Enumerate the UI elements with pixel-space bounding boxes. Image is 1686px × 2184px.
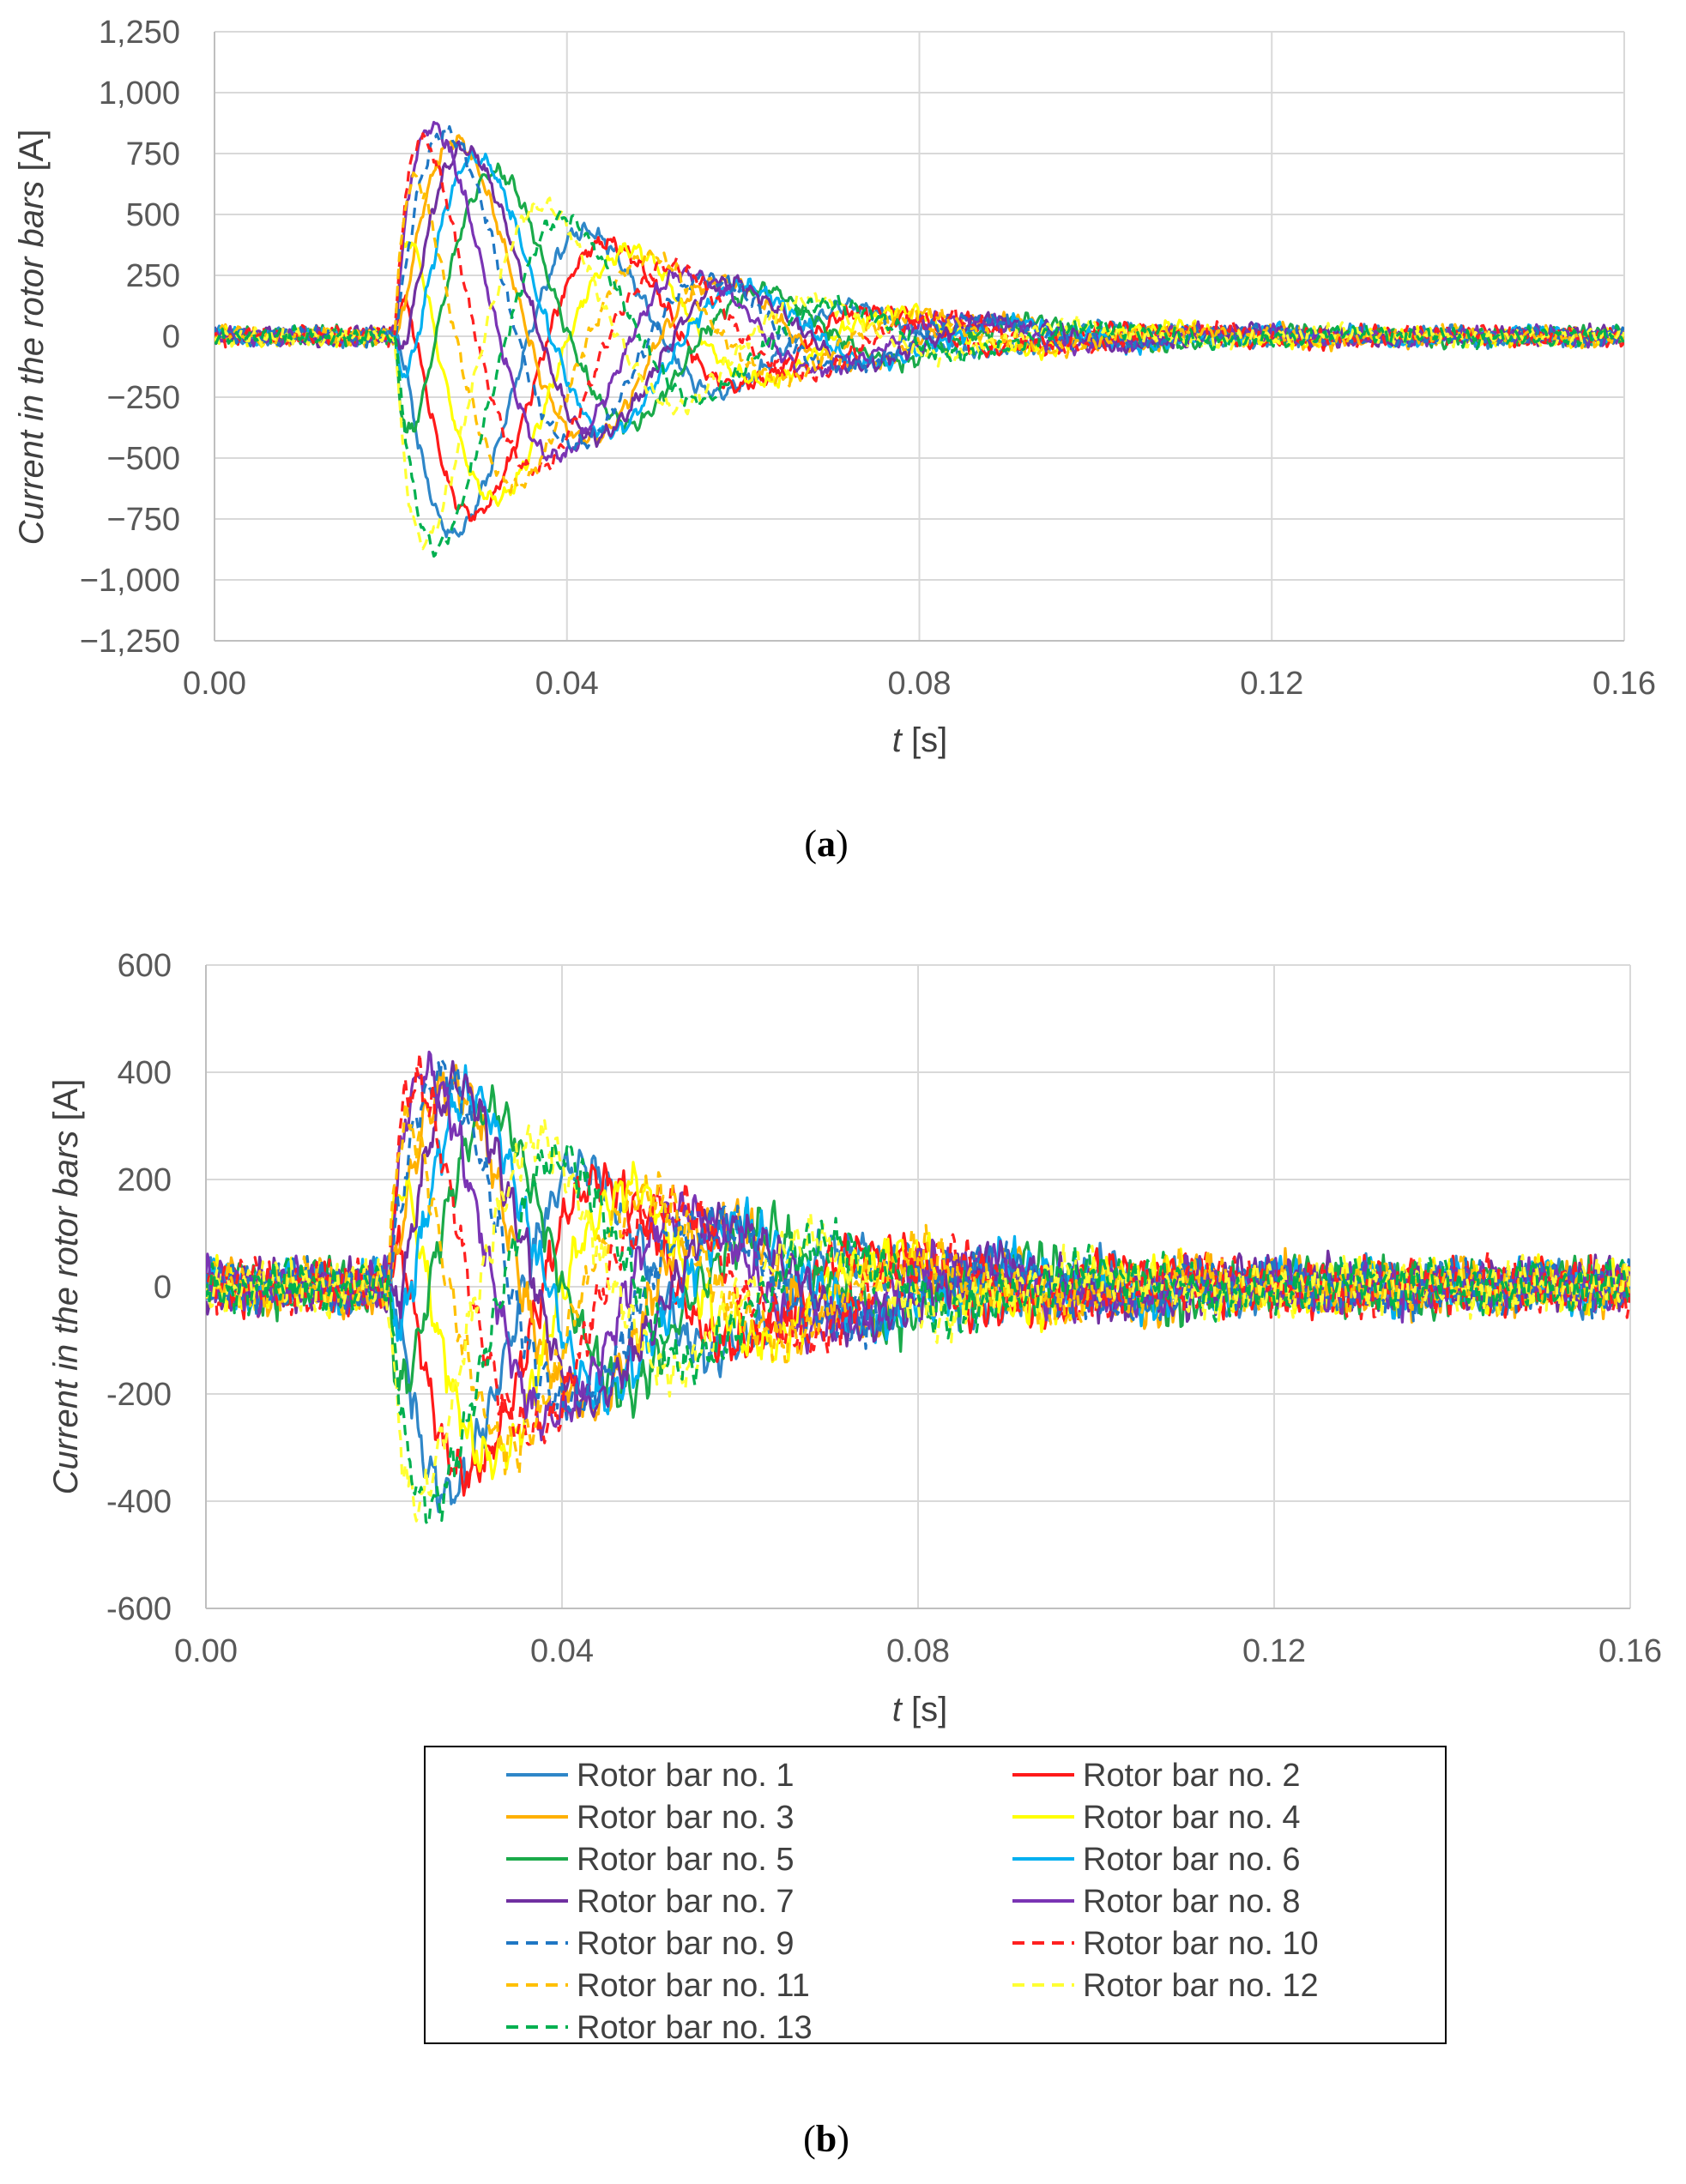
legend-entry-label: Rotor bar no. 11: [577, 1968, 810, 2004]
chart-b-series-line: [206, 1141, 1630, 1526]
legend-box: [424, 1746, 1447, 2044]
legend-entry-label: Rotor bar no. 7: [577, 1884, 794, 1920]
chart-a-y-axis-label: Current in the rotor bars [A]: [13, 130, 51, 546]
chart-a-series: [215, 120, 1624, 558]
chart-a-y-tick-label: 500: [126, 197, 180, 233]
legend-entry-label: Rotor bar no. 2: [1083, 1758, 1300, 1794]
chart-a-y-tick-label: 0: [162, 319, 180, 355]
legend-entry-label: Rotor bar no. 12: [1083, 1968, 1319, 2004]
chart-a-y-tick-label: 1,000: [99, 75, 180, 112]
chart-b-y-tick-label: -200: [106, 1377, 172, 1413]
chart-a-y-tick-label: 750: [126, 136, 180, 172]
chart-b-y-tick-labels: 600 400 200 0 -200 -400 -600: [106, 948, 172, 1627]
chart-b-y-tick-label: 0: [154, 1270, 172, 1306]
chart-b-x-tick-labels: 0.00 0.04 0.08 0.12 0.16: [174, 1633, 1662, 1669]
chart-a-x-tick-label: 0.12: [1240, 666, 1303, 702]
chart-b-series-line: [206, 1101, 1630, 1476]
chart-a-series-line: [215, 171, 1624, 494]
chart-a-series-line: [215, 196, 1624, 551]
chart-b-y-tick-label: -400: [106, 1484, 172, 1520]
chart-b-series-line: [206, 1050, 1630, 1442]
legend-entry-label: Rotor bar no. 4: [1083, 1800, 1300, 1836]
caption-b: (b): [803, 2118, 849, 2160]
chart-b-x-axis-label: t [s]: [892, 1691, 947, 1728]
legend-entry-label: Rotor bar no. 5: [577, 1842, 794, 1878]
chart-a-y-tick-label: 1,250: [99, 15, 180, 51]
chart-a-series-line: [215, 147, 1624, 440]
chart-b-x-tick-label: 0.16: [1598, 1633, 1662, 1669]
legend-entry-label: Rotor bar no. 10: [1083, 1926, 1319, 1962]
chart-b-y-tick-label: 400: [118, 1055, 172, 1091]
chart-a-x-tick-label: 0.00: [183, 666, 246, 702]
chart-b-x-tick-label: 0.08: [886, 1633, 950, 1669]
legend-entry-label: Rotor bar no. 6: [1083, 1842, 1300, 1878]
chart-a-y-tick-label: −1,250: [80, 624, 180, 660]
chart-b-x-tick-label: 0.12: [1242, 1633, 1306, 1669]
legend-entry-label: Rotor bar no. 3: [577, 1800, 794, 1836]
chart-a-y-tick-labels: 1,250 1,000 750 500 250 0 −250 −500 −750 −1,000 −1…: [80, 15, 180, 660]
legend-entry-label: Rotor bar no. 1: [577, 1758, 794, 1794]
chart-a-x-tick-labels: 0.00 0.04 0.08 0.12 0.16: [183, 666, 1656, 702]
caption-a: (a): [804, 823, 848, 865]
chart-b-x-tick-label: 0.00: [174, 1633, 238, 1669]
chart-b-x-tick-label: 0.04: [530, 1633, 594, 1669]
chart-b-series: [206, 1050, 1630, 1526]
chart-b-y-tick-label: -600: [106, 1591, 172, 1627]
chart-a-y-tick-label: −250: [106, 380, 180, 416]
chart-b-y-tick-label: 600: [118, 948, 172, 984]
chart-a-x-tick-label: 0.04: [535, 666, 599, 702]
chart-a-y-tick-label: −750: [106, 502, 180, 538]
legend-entry-label: Rotor bar no. 9: [577, 1926, 794, 1962]
chart-a-x-tick-label: 0.08: [888, 666, 952, 702]
chart-a-y-tick-label: −1,000: [80, 563, 180, 599]
chart-b-grid: [205, 964, 1631, 1609]
chart-a-y-tick-label: −500: [106, 441, 180, 477]
chart-a-x-tick-label: 0.16: [1592, 666, 1656, 702]
legend: Rotor bar no. 1 Rotor bar no. 2 Rotor bar …: [424, 1746, 1447, 2046]
chart-a-y-tick-label: 250: [126, 258, 180, 294]
chart-a-series-line: [215, 208, 1624, 558]
chart-b-y-tick-label: 200: [118, 1162, 172, 1198]
chart-a: 1,250 1,000 750 500 250 0 −250 −500 −750 −1,000 −1…: [13, 15, 1656, 865]
legend-entry-label: Rotor bar no. 8: [1083, 1884, 1300, 1920]
chart-b-y-axis-label: Current in the rotor bars [A]: [47, 1079, 85, 1495]
chart-a-x-axis-label: t [s]: [892, 721, 947, 759]
legend-entry-label: Rotor bar no. 13: [577, 2010, 813, 2046]
